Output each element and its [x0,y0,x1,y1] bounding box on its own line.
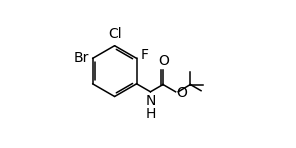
Text: Cl: Cl [108,27,121,41]
Text: F: F [140,49,148,62]
Text: O: O [176,86,187,100]
Text: N
H: N H [146,94,156,121]
Text: Br: Br [74,51,89,65]
Text: O: O [158,54,169,68]
